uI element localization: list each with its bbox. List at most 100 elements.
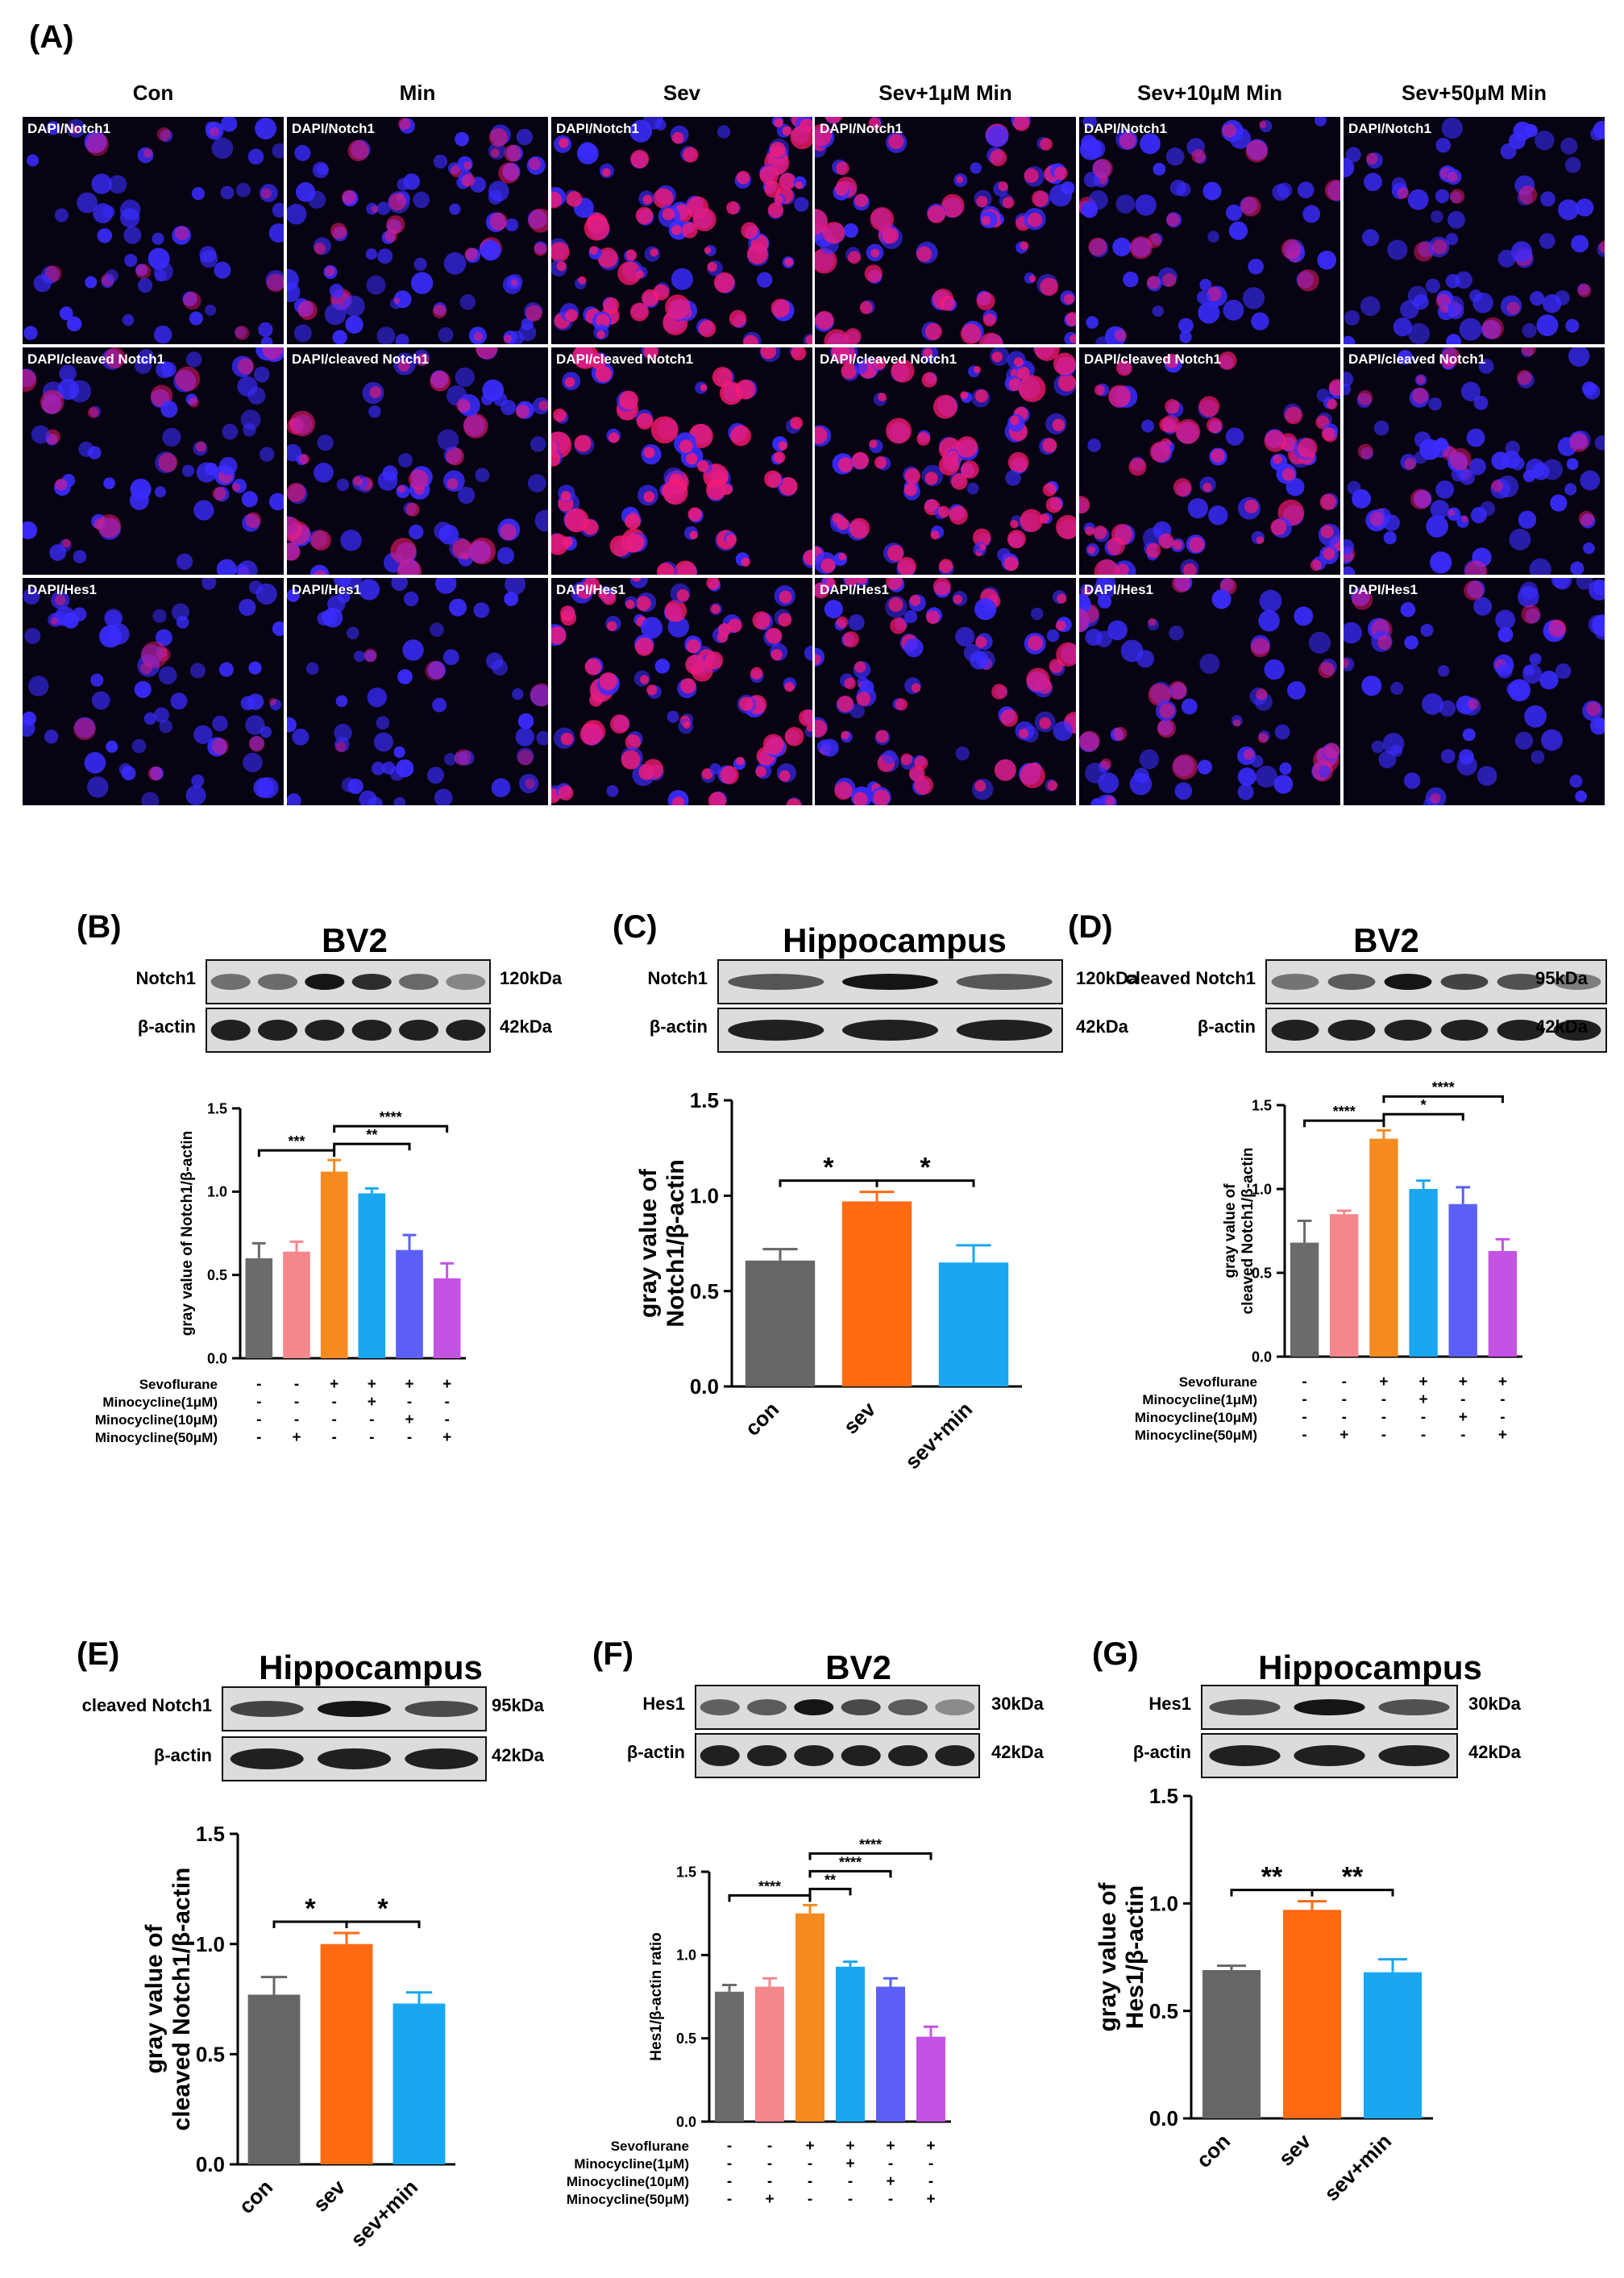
y-tick-label: 0.0 [1149, 2106, 1178, 2130]
micrograph-r1-c4: DAPI/cleaved Notch1 [1079, 347, 1340, 575]
blot-band [1294, 1699, 1365, 1715]
y-tick-label: 1.5 [690, 1088, 719, 1112]
micrograph-image [1079, 578, 1340, 805]
micrograph-image [287, 118, 548, 344]
treatment-label: Minocycline(1μM) [574, 2156, 689, 2172]
significance-bracket [1382, 1112, 1464, 1121]
treatment-sign: - [1381, 1409, 1386, 1426]
micrograph-label: DAPI/cleaved Notch1 [820, 351, 957, 367]
y-tick-label: 1.5 [207, 1100, 227, 1116]
panel-g-label: (G) [1092, 1636, 1139, 1672]
blot-row-label: β-actin [1132, 1742, 1191, 1762]
treatment-sign: - [1302, 1391, 1306, 1408]
panel-c-title: Hippocampus [783, 921, 1007, 959]
blot-band [1271, 1020, 1319, 1041]
treatment-label: Minocycline(50μM) [95, 1430, 218, 1445]
y-tick-label: 1.5 [1252, 1097, 1272, 1113]
blot-band [700, 1745, 740, 1766]
micrograph-label: DAPI/Notch1 [27, 121, 110, 136]
treatment-sign: - [1302, 1409, 1306, 1426]
blot-band [956, 1020, 1053, 1041]
treatment-sign: - [727, 2173, 732, 2190]
blot-row-label: β-actin [1197, 1016, 1256, 1037]
panel-f-title: BV2 [825, 1648, 891, 1686]
significance-label: ** [824, 1872, 836, 1888]
treatment-sign: - [888, 2191, 893, 2208]
micrograph-image [1344, 347, 1605, 575]
treatment-sign: - [332, 1411, 337, 1428]
blot-bands [210, 1020, 486, 1041]
treatment-sign: - [294, 1411, 299, 1428]
treatment-sign: + [886, 2138, 895, 2155]
treatment-sign: + [926, 2191, 935, 2208]
significance-bracket [808, 1887, 852, 1896]
treatment-sign: + [1498, 1427, 1507, 1444]
western-blot-d-1 [1265, 1008, 1607, 1053]
treatment-label: Sevoflurane [1179, 1374, 1257, 1390]
micrograph-r0-c3: DAPI/Notch1 [815, 117, 1076, 344]
treatment-sign: - [369, 1429, 374, 1446]
treatment-sign: - [1342, 1374, 1347, 1390]
micrograph-label: DAPI/cleaved Notch1 [556, 351, 694, 367]
significance-label: ** [1261, 1862, 1283, 1893]
column-header-2: Sev [662, 81, 701, 105]
blot-band [1378, 1745, 1450, 1766]
blot-kda-label: 42kDa [1535, 1016, 1588, 1037]
bar [715, 1991, 744, 2122]
blot-row-label: β-actin [137, 1016, 196, 1037]
treatment-sign: - [369, 1411, 374, 1428]
treatment-sign: + [442, 1376, 451, 1393]
blot-band [399, 974, 438, 990]
blot-band [728, 974, 824, 990]
y-tick-label: 0.0 [690, 1374, 719, 1399]
blot-band [405, 1701, 479, 1717]
micrograph-label: DAPI/Hes1 [820, 582, 889, 597]
blot-band [747, 1699, 787, 1715]
significance-label: **** [839, 1854, 862, 1870]
micrograph-image [23, 347, 284, 575]
panel-g-title: Hippocampus [1258, 1648, 1482, 1686]
blot-bands [1209, 1745, 1450, 1766]
y-axis-label: gray value ofcleaved Notch1/β-actin [141, 1868, 195, 2131]
blot-band [1271, 974, 1319, 990]
y-axis-label: gray value ofcleaved Notch1/β-actin [1222, 1148, 1256, 1315]
treatment-sign: - [808, 2191, 812, 2208]
treatment-sign: + [845, 2155, 854, 2172]
treatment-sign: - [1342, 1409, 1347, 1426]
panel-d-title: BV2 [1353, 921, 1419, 959]
micrograph-label: DAPI/cleaved Notch1 [1084, 351, 1222, 367]
blot-kda-label: 30kDa [991, 1694, 1044, 1714]
bar [433, 1278, 461, 1358]
bar [247, 1994, 301, 2164]
y-tick-label: 1.0 [1149, 1891, 1178, 1915]
micrograph-label: DAPI/Hes1 [1348, 582, 1418, 597]
blot-band [747, 1745, 787, 1766]
blot-band [318, 1701, 391, 1717]
significance-label: * [920, 1153, 931, 1183]
treatment-sign: + [765, 2191, 774, 2208]
x-category-label: sev [838, 1397, 880, 1439]
blot-row-label: β-actin [153, 1745, 212, 1765]
x-category-label: con [234, 2175, 277, 2218]
treatment-label: Minocycline(1μM) [102, 1395, 218, 1410]
significance-label: **** [380, 1109, 402, 1125]
western-blot-d-0 [1265, 959, 1607, 1004]
y-axis-label: gray value ofHes1/β-actin [1094, 1881, 1148, 2031]
treatment-sign: + [805, 2138, 814, 2155]
column-header-1: Min [399, 81, 436, 105]
bar [1488, 1251, 1518, 1357]
panel-e-label: (E) [77, 1636, 120, 1672]
y-tick-label: 0.5 [676, 2031, 696, 2047]
significance-bracket [1382, 1095, 1504, 1104]
blot-band [888, 1699, 928, 1715]
micrograph-image [1079, 351, 1340, 575]
blot-band [305, 1020, 345, 1041]
blot-band [405, 1748, 479, 1769]
blot-bands [700, 1699, 975, 1715]
blot-band [230, 1701, 304, 1717]
y-axis-label: Hes1/β-actin ratio [648, 1932, 665, 2060]
x-category-label: con [1191, 2129, 1235, 2172]
blot-band [1294, 1745, 1365, 1766]
significance-label: **** [1333, 1104, 1356, 1120]
blot-row-label: β-actin [626, 1742, 685, 1762]
